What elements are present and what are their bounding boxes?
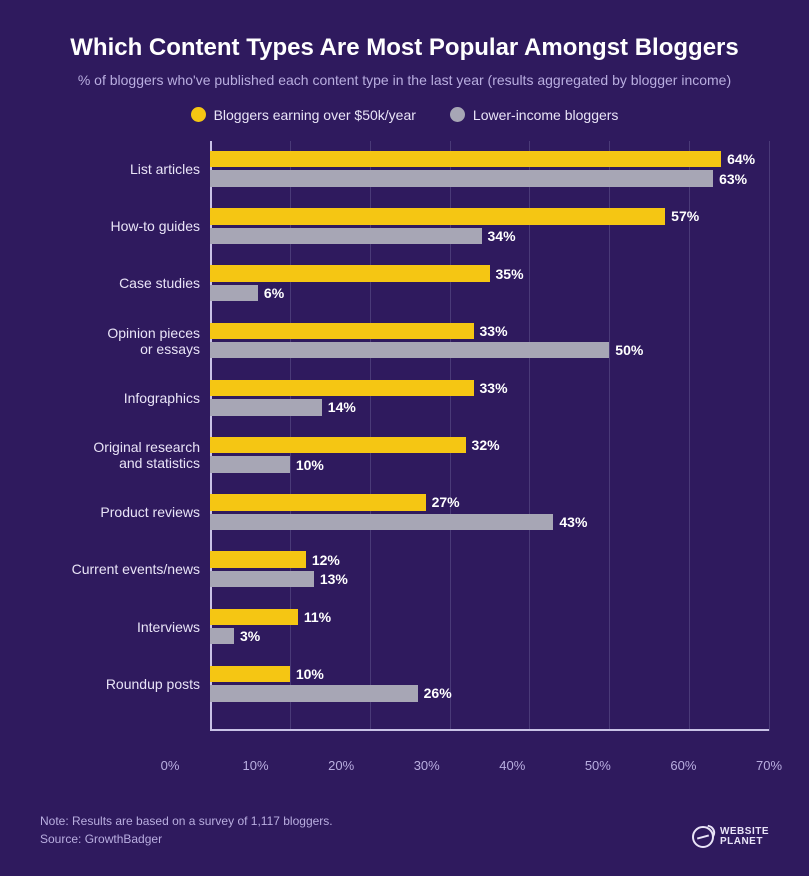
legend-label-high: Bloggers earning over $50k/year [214,107,416,123]
bar-value-label: 3% [234,628,260,644]
x-tick-label: 40% [499,758,525,773]
footer: Note: Results are based on a survey of 1… [40,812,769,848]
bar-value-label: 57% [665,208,699,224]
bar-value-label: 34% [482,228,516,244]
x-tick-label: 70% [756,758,782,773]
category-label: Interviews [137,618,200,634]
category-label: Current events/news [72,561,200,577]
bar-group: 12% 13% [210,551,769,587]
category-label: Product reviews [100,504,200,520]
gridline [769,141,770,731]
bar-value-label: 6% [258,285,284,301]
bar-group: 32% 10% [210,437,769,473]
x-axis-ticks: 0%10%20%30%40%50%60%70% [170,752,769,772]
bar-group: 64% 63% [210,151,769,187]
bar-high: 12% [210,551,306,567]
bar-low: 50% [210,342,609,358]
x-tick-label: 50% [585,758,611,773]
x-tick-label: 0% [161,758,180,773]
category-label: Case studies [119,275,200,291]
bar-low: 6% [210,285,258,301]
bar-group: 27% 43% [210,494,769,530]
brand-text: WEBSITE PLANET [720,827,769,847]
category-label: Infographics [124,390,200,406]
bar-value-label: 13% [314,571,348,587]
x-tick-label: 20% [328,758,354,773]
bar-group: 35% 6% [210,265,769,301]
bar-value-label: 10% [290,666,324,682]
bar-value-label: 35% [490,266,524,282]
bar-value-label: 32% [466,437,500,453]
bar-high: 57% [210,208,665,224]
bar-value-label: 33% [474,323,508,339]
bar-value-label: 12% [306,552,340,568]
legend-label-low: Lower-income bloggers [473,107,619,123]
bar-low: 26% [210,685,418,701]
x-tick-label: 30% [414,758,440,773]
bar-low: 13% [210,571,314,587]
bar-high: 11% [210,609,298,625]
category-label: List articles [130,161,200,177]
bar-low: 10% [210,456,290,472]
legend: Bloggers earning over $50k/year Lower-in… [40,107,769,123]
x-tick-label: 60% [670,758,696,773]
category-label: Roundup posts [106,676,200,692]
bar-high: 33% [210,380,474,396]
bar-high: 64% [210,151,721,167]
bar-value-label: 10% [290,457,324,473]
category-label: How-to guides [111,218,201,234]
bar-value-label: 26% [418,685,452,701]
plot-area: 64% 63% 57% 34% 35% 6% 33% 50% 33% 14% 32% 10% 27% 43… [210,141,769,731]
bar-group: 10% 26% [210,666,769,702]
footer-note: Note: Results are based on a survey of 1… [40,812,769,830]
chart-title: Which Content Types Are Most Popular Amo… [40,34,769,63]
bar-low: 63% [210,170,713,186]
footer-source: Source: GrowthBadger [40,830,769,848]
bar-high: 32% [210,437,466,453]
bar-high: 33% [210,323,474,339]
bar-value-label: 50% [609,342,643,358]
bar-chart: List articles How-to guides Case studies Op… [40,141,769,731]
bar-group: 57% 34% [210,208,769,244]
bar-low: 43% [210,514,553,530]
bar-high: 10% [210,666,290,682]
bar-group: 33% 50% [210,323,769,359]
infographic-canvas: Which Content Types Are Most Popular Amo… [0,0,809,876]
brand-badge: WEBSITE PLANET [692,826,769,848]
legend-item-low: Lower-income bloggers [450,107,619,123]
bar-group: 33% 14% [210,380,769,416]
bar-value-label: 63% [713,171,747,187]
bar-value-label: 43% [553,514,587,530]
bar-value-label: 27% [426,494,460,510]
bar-value-label: 33% [474,380,508,396]
y-axis-labels: List articles How-to guides Case studies Op… [40,141,210,731]
bar-low: 34% [210,228,482,244]
bar-high: 27% [210,494,426,510]
legend-item-high: Bloggers earning over $50k/year [191,107,416,123]
planet-icon [692,826,714,848]
legend-dot-low [450,107,465,122]
chart-subtitle: % of bloggers who've published each cont… [40,71,769,89]
bar-low: 14% [210,399,322,415]
bars-layer: 64% 63% 57% 34% 35% 6% 33% 50% 33% 14% 32% 10% 27% 43… [210,141,769,731]
bar-value-label: 11% [298,609,331,625]
legend-dot-high [191,107,206,122]
x-tick-label: 10% [243,758,269,773]
bar-value-label: 64% [721,151,755,167]
category-label: Opinion pieces or essays [107,324,200,356]
category-label: Original research and statistics [93,439,200,471]
bar-high: 35% [210,265,490,281]
bar-group: 11% 3% [210,609,769,645]
bar-low: 3% [210,628,234,644]
bar-value-label: 14% [322,399,356,415]
